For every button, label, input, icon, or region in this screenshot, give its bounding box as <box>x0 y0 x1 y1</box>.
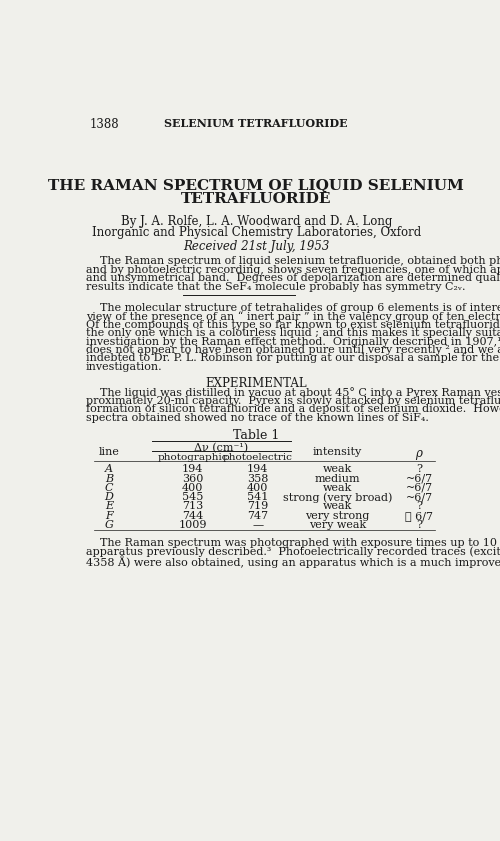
Text: G: G <box>104 520 114 530</box>
Text: photographic: photographic <box>158 452 228 462</box>
Text: 360: 360 <box>182 473 204 484</box>
Text: ≪ 6/7: ≪ 6/7 <box>405 510 433 521</box>
Text: results indicate that the SeF₄ molecule probably has symmetry C₂ᵥ.: results indicate that the SeF₄ molecule … <box>86 282 465 292</box>
Text: weak: weak <box>323 483 352 493</box>
Text: ~6/7: ~6/7 <box>406 483 432 493</box>
Text: B: B <box>105 473 113 484</box>
Text: and unsymmetrical band.  Degrees of depolarization are determined qualitatively.: and unsymmetrical band. Degrees of depol… <box>86 273 500 283</box>
Text: 358: 358 <box>247 473 268 484</box>
Text: By J. A. Rolfe, L. A. Woodward and D. A. Long: By J. A. Rolfe, L. A. Woodward and D. A.… <box>120 215 392 228</box>
Text: The molecular structure of tetrahalides of group 6 elements is of interest in: The molecular structure of tetrahalides … <box>86 303 500 313</box>
Text: very weak: very weak <box>309 520 366 530</box>
Text: SELENIUM TETRAFLUORIDE: SELENIUM TETRAFLUORIDE <box>164 118 348 129</box>
Text: 1009: 1009 <box>178 520 207 530</box>
Text: very strong: very strong <box>306 510 370 521</box>
Text: intensity: intensity <box>313 447 362 458</box>
Text: proximately 20-ml capacity.  Pyrex is slowly attacked by selenium tetrafluoride : proximately 20-ml capacity. Pyrex is slo… <box>86 396 500 406</box>
Text: strong (very broad): strong (very broad) <box>283 492 393 503</box>
Text: line: line <box>98 447 119 458</box>
Text: The liquid was distilled ​in vacuo​ at about 45° C into a Pyrex Raman vessel of : The liquid was distilled ​in vacuo​ at a… <box>86 388 500 399</box>
Text: 719: 719 <box>247 501 268 511</box>
Text: Of the compounds of this type so far known to exist selenium tetrafluoride is: Of the compounds of this type so far kno… <box>86 320 500 330</box>
Text: The Raman spectrum was photographed with exposure times up to 10 h using the: The Raman spectrum was photographed with… <box>86 538 500 548</box>
Text: and by photoelectric recording, shows seven frequencies, one of which appears as: and by photoelectric recording, shows se… <box>86 265 500 275</box>
Text: formation of silicon tetrafluoride and a deposit of selenium dioxide.  However, : formation of silicon tetrafluoride and a… <box>86 405 500 415</box>
Text: 4358 Å) were also obtained, using an apparatus which is a much improved version : 4358 Å) were also obtained, using an app… <box>86 555 500 568</box>
Text: Received 21st ​July, 1953: Received 21st ​July, 1953 <box>183 241 330 253</box>
Text: weak: weak <box>323 501 352 511</box>
Text: E: E <box>105 501 113 511</box>
Text: —: — <box>252 520 264 530</box>
Text: 744: 744 <box>182 510 204 521</box>
Text: 713: 713 <box>182 501 204 511</box>
Text: investigation by the Raman effect method.  Originally described in 1907,¹ it: investigation by the Raman effect method… <box>86 336 500 346</box>
Text: 541: 541 <box>247 492 268 502</box>
Text: 1388: 1388 <box>90 118 120 131</box>
Text: 400: 400 <box>182 483 204 493</box>
Text: photoelectric: photoelectric <box>223 452 292 462</box>
Text: ρ: ρ <box>416 447 422 460</box>
Text: 194: 194 <box>247 464 268 474</box>
Text: ?: ? <box>416 464 422 474</box>
Text: weak: weak <box>323 464 352 474</box>
Text: A: A <box>105 464 113 474</box>
Text: Inorganic and Physical Chemistry Laboratories, Oxford: Inorganic and Physical Chemistry Laborat… <box>92 226 421 240</box>
Text: D: D <box>104 492 114 502</box>
Text: the only one which is a colourless liquid ; and this makes it specially suitable: the only one which is a colourless liqui… <box>86 328 500 338</box>
Text: The Raman spectrum of liquid selenium tetrafluoride, obtained both photographica: The Raman spectrum of liquid selenium te… <box>86 257 500 267</box>
Text: medium: medium <box>315 473 360 484</box>
Text: 194: 194 <box>182 464 204 474</box>
Text: ~6/7: ~6/7 <box>406 492 432 502</box>
Text: apparatus previously described.³  Photoelectrically recorded traces (exciting li: apparatus previously described.³ Photoel… <box>86 547 500 558</box>
Text: THE RAMAN SPECTRUM OF LIQUID SELENIUM: THE RAMAN SPECTRUM OF LIQUID SELENIUM <box>48 178 464 192</box>
Text: ?: ? <box>416 501 422 511</box>
Text: Δν (cm⁻¹): Δν (cm⁻¹) <box>194 443 248 453</box>
Text: C: C <box>105 483 113 493</box>
Text: 400: 400 <box>247 483 268 493</box>
Text: does not appear to have been obtained pure until very recently ² and we are: does not appear to have been obtained pu… <box>86 345 500 355</box>
Text: 545: 545 <box>182 492 204 502</box>
Text: EXPERIMENTAL: EXPERIMENTAL <box>206 377 307 389</box>
Text: ~6/7: ~6/7 <box>406 473 432 484</box>
Text: view of the presence of an “ inert pair ” in the valency group of ten electrons.: view of the presence of an “ inert pair … <box>86 311 500 322</box>
Text: 747: 747 <box>247 510 268 521</box>
Text: Table 1: Table 1 <box>233 429 280 442</box>
Text: indebted to Dr. P. L. Robinson for putting at our disposal a sample for the pres: indebted to Dr. P. L. Robinson for putti… <box>86 353 500 363</box>
Text: ?: ? <box>416 520 422 530</box>
Text: spectra obtained showed no trace of the known lines of SiF₄.: spectra obtained showed no trace of the … <box>86 413 428 423</box>
Text: F: F <box>105 510 113 521</box>
Text: TETRAFLUORIDE: TETRAFLUORIDE <box>181 192 332 206</box>
Text: investigation.: investigation. <box>86 362 162 372</box>
